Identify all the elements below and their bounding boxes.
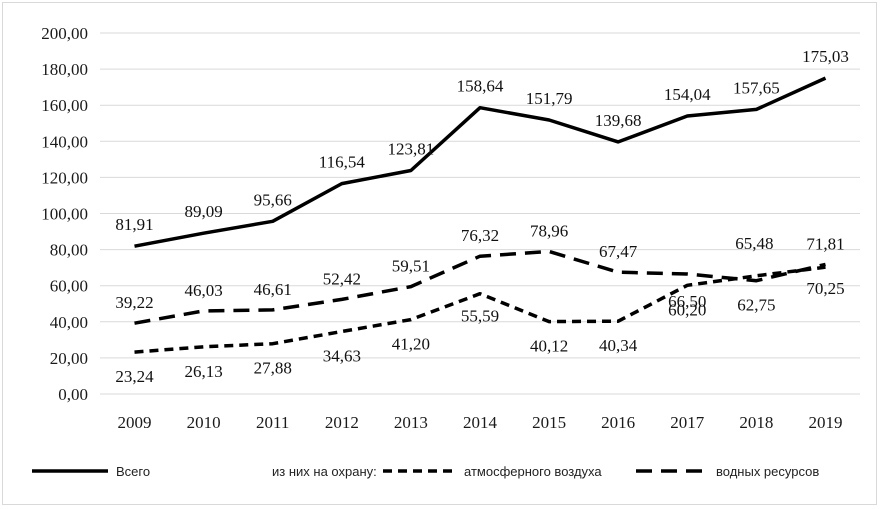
series-line-1 xyxy=(134,265,826,354)
data-label: 78,96 xyxy=(530,221,568,240)
x-tick-label: 2009 xyxy=(118,413,152,432)
data-label: 139,68 xyxy=(595,111,642,130)
data-label: 27,88 xyxy=(254,359,292,378)
data-label: 157,65 xyxy=(733,78,780,97)
data-label: 116,54 xyxy=(319,153,366,172)
y-tick-label: 140,00 xyxy=(41,132,88,151)
data-label: 40,12 xyxy=(530,337,568,356)
data-label: 59,51 xyxy=(392,257,430,276)
y-tick-label: 40,00 xyxy=(50,313,88,332)
x-axis-ticks: 2009 2010 2011 2012 2013 2014 2015 2016 2017 2018… xyxy=(118,413,843,432)
data-label: 154,04 xyxy=(664,85,711,104)
series-line-0 xyxy=(134,76,827,248)
data-label: 67,47 xyxy=(599,242,638,261)
data-label: 76,32 xyxy=(461,226,499,245)
data-label: 39,22 xyxy=(115,293,153,312)
data-label: 41,20 xyxy=(392,335,430,354)
x-tick-label: 2011 xyxy=(256,413,289,432)
legend-label-air: атмосферного воздуха xyxy=(464,464,602,479)
grid-layer xyxy=(100,32,860,395)
data-label: 46,03 xyxy=(185,281,223,300)
data-labels: 81,91 89,09 95,66 116,54 123,81 158,64 151,79 1… xyxy=(115,47,848,386)
legend-group-label: из них на охрану: xyxy=(272,464,377,479)
data-label: 62,75 xyxy=(737,296,775,315)
y-tick-label: 120,00 xyxy=(41,168,88,187)
x-tick-label: 2015 xyxy=(532,413,566,432)
y-tick-label: 80,00 xyxy=(50,241,88,260)
data-label: 95,66 xyxy=(254,190,292,209)
legend-label-total: Всего xyxy=(116,464,150,479)
y-tick-label: 60,00 xyxy=(50,277,88,296)
y-tick-label: 200,00 xyxy=(41,24,88,43)
x-tick-label: 2010 xyxy=(187,413,221,432)
data-label: 123,81 xyxy=(388,140,435,159)
y-tick-label: 160,00 xyxy=(41,96,88,115)
data-label: 71,81 xyxy=(806,234,844,253)
data-label: 52,42 xyxy=(323,269,361,288)
data-label: 89,09 xyxy=(185,202,223,221)
series-line-2 xyxy=(134,249,826,325)
x-tick-label: 2013 xyxy=(394,413,428,432)
data-label: 55,59 xyxy=(461,307,499,326)
data-label: 46,61 xyxy=(254,280,292,299)
legend: Всего из них на охрану: атмосферного воз… xyxy=(32,464,819,479)
data-label: 70,25 xyxy=(806,279,844,298)
y-tick-label: 180,00 xyxy=(41,60,88,79)
x-tick-label: 2014 xyxy=(463,413,498,432)
data-label: 40,34 xyxy=(599,336,638,355)
data-label: 60,20 xyxy=(668,300,706,319)
data-label: 158,64 xyxy=(457,77,504,96)
data-label: 81,91 xyxy=(115,215,153,234)
data-label: 151,79 xyxy=(526,89,573,108)
data-label: 34,63 xyxy=(323,346,361,365)
y-tick-label: 20,00 xyxy=(50,349,88,368)
x-tick-label: 2019 xyxy=(808,413,842,432)
y-axis-ticks: 0,00 20,00 40,00 60,00 80,00 100,00 120,00 140,… xyxy=(41,24,88,404)
data-label: 26,13 xyxy=(185,362,223,381)
x-tick-label: 2018 xyxy=(739,413,773,432)
data-label: 23,24 xyxy=(115,367,154,386)
y-tick-label: 0,00 xyxy=(58,385,88,404)
data-label: 175,03 xyxy=(802,47,849,66)
data-label: 65,48 xyxy=(735,234,773,253)
legend-label-water: водных ресурсов xyxy=(716,464,819,479)
x-tick-label: 2012 xyxy=(325,413,359,432)
x-tick-label: 2016 xyxy=(601,413,635,432)
x-tick-label: 2017 xyxy=(670,413,705,432)
data-label: 66,50 xyxy=(668,292,706,311)
y-tick-label: 100,00 xyxy=(41,205,88,224)
series-layer xyxy=(134,76,827,354)
